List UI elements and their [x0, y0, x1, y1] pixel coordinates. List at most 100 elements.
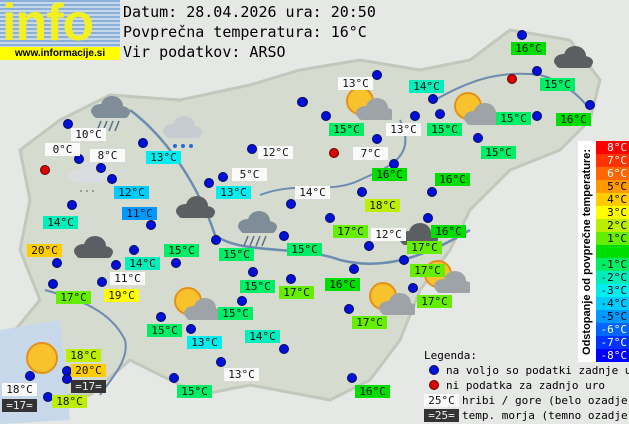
station-dot[interactable]: [428, 94, 438, 104]
station-dot[interactable]: [62, 374, 72, 384]
station-dot[interactable]: [48, 279, 58, 289]
station-dot[interactable]: [67, 200, 77, 210]
station-temperature[interactable]: 7°C: [353, 147, 388, 160]
station-dot[interactable]: [204, 178, 214, 188]
station-dot[interactable]: [372, 70, 382, 80]
station-temperature[interactable]: 15°C: [177, 385, 212, 398]
station-dot[interactable]: [372, 134, 382, 144]
station-temperature[interactable]: =17=: [71, 380, 106, 393]
station-dot[interactable]: [129, 245, 139, 255]
station-dot[interactable]: [107, 174, 117, 184]
station-temperature[interactable]: 13°C: [216, 186, 251, 199]
station-dot[interactable]: [146, 220, 156, 230]
station-dot[interactable]: [279, 344, 289, 354]
station-temperature[interactable]: 15°C: [240, 280, 275, 293]
station-temperature[interactable]: 16°C: [435, 173, 470, 186]
station-dot[interactable]: [532, 66, 542, 76]
station-temperature[interactable]: 19°C: [104, 289, 139, 302]
station-temperature[interactable]: 15°C: [427, 123, 462, 136]
station-temperature[interactable]: 15°C: [147, 324, 182, 337]
logo[interactable]: info www.informacije.si: [0, 0, 120, 60]
station-temperature[interactable]: 16°C: [556, 113, 591, 126]
station-temperature[interactable]: 15°C: [218, 307, 253, 320]
station-dot[interactable]: [286, 199, 296, 209]
station-dot[interactable]: [156, 312, 166, 322]
station-dot[interactable]: [218, 172, 228, 182]
station-temperature[interactable]: 8°C: [90, 149, 125, 162]
station-temperature[interactable]: 20°C: [71, 364, 106, 377]
station-temperature[interactable]: 17°C: [407, 241, 442, 254]
station-temperature[interactable]: 18°C: [52, 395, 87, 408]
station-temperature[interactable]: 20°C: [27, 244, 62, 257]
station-dot[interactable]: [408, 283, 418, 293]
station-dot-missing[interactable]: [329, 148, 339, 158]
station-temperature[interactable]: 16°C: [431, 225, 466, 238]
station-dot[interactable]: [248, 267, 258, 277]
station-dot[interactable]: [279, 231, 289, 241]
station-dot[interactable]: [297, 97, 307, 107]
station-dot[interactable]: [364, 241, 374, 251]
station-dot[interactable]: [186, 324, 196, 334]
station-dot[interactable]: [517, 30, 527, 40]
station-temperature[interactable]: 10°C: [71, 128, 106, 141]
station-temperature[interactable]: 15°C: [481, 146, 516, 159]
station-dot[interactable]: [325, 213, 335, 223]
station-temperature[interactable]: 14°C: [125, 257, 160, 270]
logo-url[interactable]: www.informacije.si: [0, 47, 120, 60]
station-dot[interactable]: [216, 357, 226, 367]
station-temperature[interactable]: 15°C: [164, 244, 199, 257]
station-dot[interactable]: [97, 277, 107, 287]
station-temperature[interactable]: 15°C: [287, 243, 322, 256]
station-dot[interactable]: [211, 235, 221, 245]
station-dot[interactable]: [423, 213, 433, 223]
station-temperature[interactable]: 12°C: [114, 186, 149, 199]
station-dot[interactable]: [171, 258, 181, 268]
station-dot[interactable]: [357, 187, 367, 197]
station-dot[interactable]: [25, 371, 35, 381]
station-dot[interactable]: [585, 100, 595, 110]
station-dot[interactable]: [435, 109, 445, 119]
station-temperature[interactable]: 5°C: [232, 168, 267, 181]
station-temperature[interactable]: 17°C: [417, 295, 452, 308]
station-temperature[interactable]: 16°C: [355, 385, 390, 398]
station-dot[interactable]: [286, 274, 296, 284]
station-temperature[interactable]: 17°C: [410, 264, 445, 277]
station-dot[interactable]: [52, 258, 62, 268]
station-temperature[interactable]: 17°C: [56, 291, 91, 304]
station-temperature[interactable]: 15°C: [540, 78, 575, 91]
station-temperature[interactable]: 13°C: [338, 77, 373, 90]
station-temperature[interactable]: 12°C: [258, 146, 293, 159]
station-temperature[interactable]: 13°C: [187, 336, 222, 349]
station-dot[interactable]: [344, 304, 354, 314]
station-temperature[interactable]: 18°C: [66, 349, 101, 362]
station-temperature[interactable]: 0°C: [45, 143, 80, 156]
station-temperature[interactable]: 11°C: [122, 207, 157, 220]
station-temperature[interactable]: =17=: [2, 399, 37, 412]
station-temperature[interactable]: 14°C: [409, 80, 444, 93]
station-temperature[interactable]: 16°C: [372, 168, 407, 181]
station-dot[interactable]: [532, 111, 542, 121]
station-temperature[interactable]: 14°C: [245, 330, 280, 343]
station-temperature[interactable]: 14°C: [295, 186, 330, 199]
station-dot[interactable]: [349, 264, 359, 274]
station-dot[interactable]: [111, 260, 121, 270]
station-temperature[interactable]: 14°C: [43, 216, 78, 229]
station-temperature[interactable]: 18°C: [365, 199, 400, 212]
station-dot[interactable]: [427, 187, 437, 197]
station-dot[interactable]: [247, 144, 257, 154]
station-dot[interactable]: [410, 111, 420, 121]
station-temperature[interactable]: 16°C: [325, 278, 360, 291]
station-temperature[interactable]: 11°C: [110, 272, 145, 285]
station-temperature[interactable]: 16°C: [511, 42, 546, 55]
station-dot[interactable]: [237, 296, 247, 306]
station-temperature[interactable]: 17°C: [333, 225, 368, 238]
station-temperature[interactable]: 17°C: [352, 316, 387, 329]
station-dot-missing[interactable]: [507, 74, 517, 84]
station-temperature[interactable]: 15°C: [219, 248, 254, 261]
station-temperature[interactable]: 15°C: [496, 112, 531, 125]
station-dot[interactable]: [473, 133, 483, 143]
station-dot[interactable]: [321, 111, 331, 121]
station-temperature[interactable]: 15°C: [329, 123, 364, 136]
station-dot[interactable]: [169, 373, 179, 383]
station-dot-missing[interactable]: [40, 165, 50, 175]
